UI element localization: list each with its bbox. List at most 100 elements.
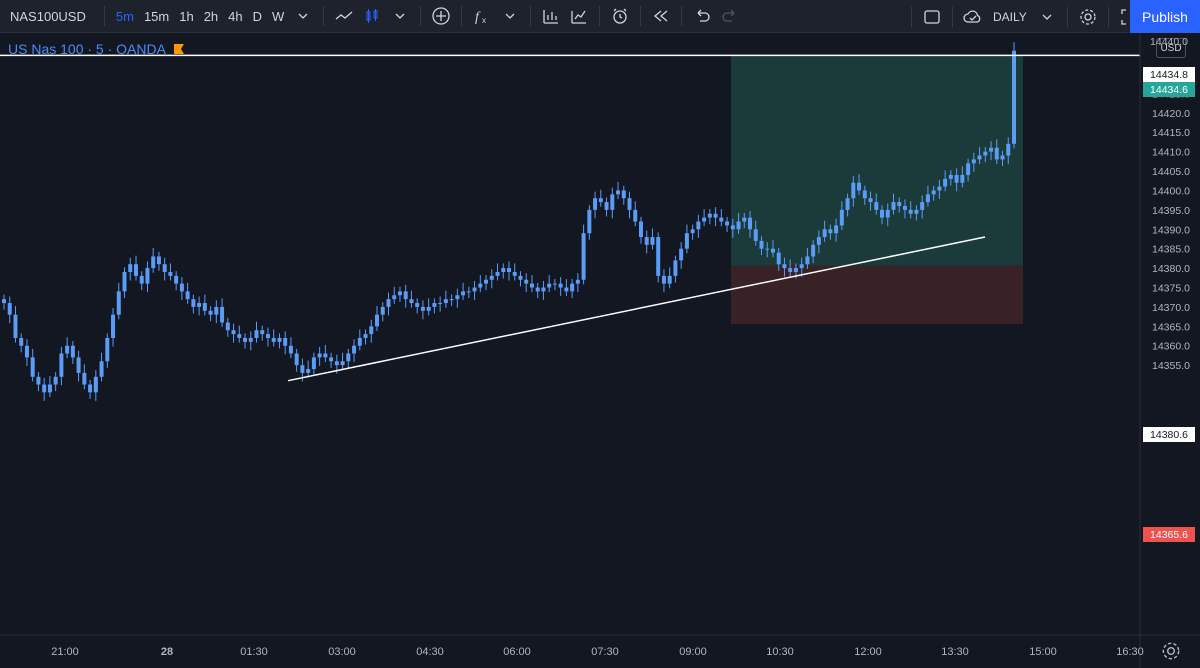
chart-legend[interactable]: US Nas 100 · 5 · OANDA [8,41,184,57]
svg-text:x: x [482,16,486,25]
replay-icon[interactable] [647,0,675,33]
candle-body [156,256,161,265]
candle-body [902,205,907,210]
candle-body [386,299,391,307]
interval-15m[interactable]: 15m [143,8,170,24]
candle-body [99,361,104,377]
layout-select-icon[interactable] [918,0,946,33]
candles-series [2,42,1016,401]
undo-icon[interactable] [688,0,716,33]
candle-body [994,147,999,160]
candle-body [989,147,994,152]
candle-body [857,182,862,191]
candle-body [472,287,477,292]
candle-body [265,334,270,338]
candle-body [604,202,609,210]
toolbar-divider [640,6,642,26]
candle-body [690,229,695,234]
candle-body [42,384,47,393]
candle-body [24,345,29,358]
candle-body [478,283,483,288]
price-tick-label: 14380.0 [1152,263,1190,275]
candle-body [260,330,265,335]
interval-4h[interactable]: 4h [228,8,243,24]
candle-body [397,291,402,296]
interval-1h[interactable]: 1h [179,8,194,24]
interval-2h[interactable]: 2h [203,8,219,24]
candle-body [759,240,764,249]
chevron-down-icon[interactable] [386,0,414,33]
publish-button[interactable]: Publish [1130,0,1200,33]
price-tick-label: 14355.0 [1152,360,1190,372]
time-tick-label: 21:00 [51,646,79,658]
candle-body [828,229,833,234]
candle-body [415,303,420,307]
chart-settings-icon[interactable] [1160,640,1182,662]
candle-body [730,225,735,230]
gear-icon[interactable] [1074,0,1102,33]
time-tick-label: 28 [161,646,173,658]
chevron-down-icon[interactable] [1033,0,1061,33]
candle-body [788,268,793,272]
flag-icon[interactable] [173,44,184,54]
candle-body [610,194,615,210]
candle-body [179,283,184,292]
candle-body [541,287,546,292]
candle-body [409,299,414,304]
line-chart-icon[interactable] [330,0,358,33]
candle-body [822,229,827,238]
candle-body [208,310,213,315]
candle-body [1012,50,1016,144]
candle-body [570,283,575,292]
templates-icon[interactable] [537,0,565,33]
layout-name[interactable]: DAILY [993,9,1027,24]
toolbar-divider [911,6,912,27]
candle-body [581,233,586,280]
candle-body [564,287,569,292]
interval-w[interactable]: W [272,8,285,24]
candle-body [943,178,948,187]
alert-icon[interactable] [606,0,634,33]
candle-body [874,202,879,210]
chevron-down-icon[interactable] [496,0,524,33]
price-tick-label: 14370.0 [1152,302,1190,314]
time-tick-label: 09:00 [679,646,707,658]
financials-icon[interactable] [565,0,593,33]
redo-icon[interactable] [716,0,744,33]
candles-icon[interactable] [358,0,386,33]
candle-body [375,314,380,327]
candle-body [713,213,718,218]
candle-body [82,372,87,385]
candle-body [380,306,385,315]
candle-body [133,264,138,276]
interval-d[interactable]: D [252,8,263,24]
candle-body [340,361,345,366]
price-tick-label: 14395.0 [1152,205,1190,217]
price-chart[interactable]: 14355.0 14360.0 14365.0 14370.0 14375.0 14380… [0,33,1200,668]
interval-5m[interactable]: 5m [115,8,134,24]
candle-body [621,190,626,199]
candle-body [925,194,930,203]
time-axis-ticks[interactable]: 21:00 28 01:30 03:00 04:30 06:00 07:30 09:00 10:… [51,646,1144,658]
candle-body [47,384,52,393]
candle-body [466,291,471,293]
candle-body [346,353,351,362]
candle-body [248,337,253,342]
time-tick-label: 03:00 [328,646,356,658]
candle-body [357,337,362,346]
chevron-down-icon[interactable] [289,0,317,33]
candle-body [736,221,741,230]
candle-body [65,345,70,354]
candle-body [948,174,953,179]
toolbar-divider [461,6,463,26]
candle-body [587,209,592,234]
price-axis[interactable] [1140,33,1200,635]
symbol-search[interactable]: NAS100USD [10,8,86,24]
currency-label[interactable]: USD [1156,38,1186,58]
price-tag-target: 14434.6 [1143,82,1195,97]
price-tick-label: 14360.0 [1152,341,1190,353]
add-compare-icon[interactable] [427,0,455,33]
candle-body [696,221,701,230]
